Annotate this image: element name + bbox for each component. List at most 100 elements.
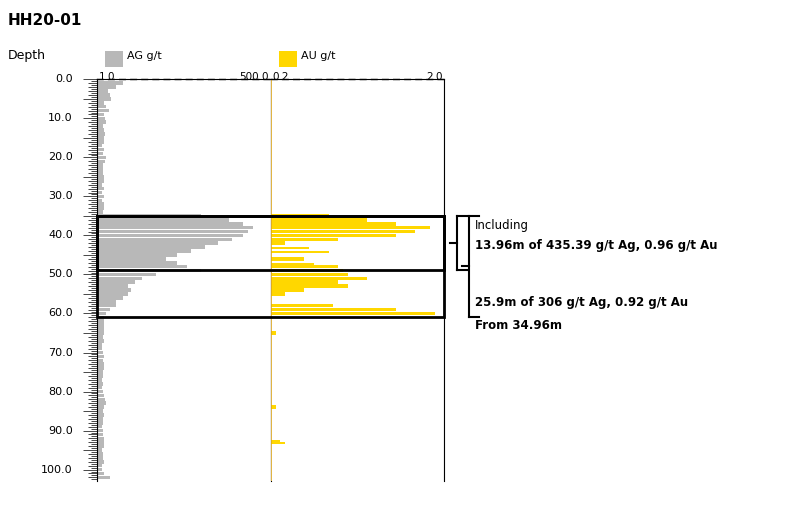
Bar: [97, 187, 103, 190]
Bar: [97, 179, 103, 183]
Bar: [271, 230, 415, 233]
Bar: [97, 327, 104, 331]
Bar: [97, 245, 204, 249]
Bar: [97, 214, 201, 218]
Bar: [97, 238, 233, 241]
Bar: [97, 464, 102, 467]
Bar: [271, 308, 396, 311]
Bar: [97, 167, 103, 171]
Bar: [97, 339, 103, 343]
Bar: [271, 440, 280, 442]
Text: 1.0: 1.0: [99, 72, 115, 82]
Bar: [97, 202, 103, 206]
Bar: [271, 251, 329, 253]
Bar: [271, 214, 329, 218]
Bar: [97, 343, 102, 347]
Bar: [271, 288, 305, 292]
Bar: [97, 312, 107, 315]
Bar: [97, 144, 102, 147]
Text: 25.9m of 306 g/t Ag, 0.92 g/t Au: 25.9m of 306 g/t Ag, 0.92 g/t Au: [475, 295, 688, 309]
Bar: [97, 152, 103, 155]
Bar: [97, 156, 107, 159]
Bar: [271, 222, 396, 225]
Bar: [97, 222, 243, 225]
Bar: [97, 257, 166, 261]
Bar: [271, 312, 435, 315]
Bar: [97, 113, 103, 116]
Bar: [97, 456, 103, 460]
Bar: [97, 460, 103, 463]
Bar: [97, 230, 248, 233]
Bar: [97, 265, 187, 268]
Text: 70.0: 70.0: [48, 348, 73, 357]
Bar: [97, 382, 103, 386]
Bar: [97, 175, 104, 179]
Bar: [97, 160, 105, 163]
Bar: [97, 136, 103, 140]
Text: AU g/t: AU g/t: [301, 51, 335, 61]
Bar: [97, 444, 103, 448]
Bar: [97, 449, 102, 452]
Bar: [97, 300, 116, 304]
Bar: [97, 406, 104, 409]
Bar: [97, 124, 103, 128]
Bar: [97, 308, 110, 311]
Bar: [97, 421, 103, 424]
Bar: [97, 378, 102, 381]
Bar: [97, 335, 103, 339]
Bar: [97, 226, 253, 229]
Bar: [97, 288, 132, 292]
Bar: [97, 362, 103, 366]
Text: Depth: Depth: [8, 49, 46, 61]
Bar: [97, 397, 105, 401]
Bar: [97, 117, 105, 120]
Text: 90.0: 90.0: [48, 425, 73, 436]
Bar: [97, 347, 102, 350]
Bar: [97, 242, 218, 245]
Text: 80.0: 80.0: [48, 387, 73, 396]
Bar: [97, 386, 102, 390]
Text: 13.96m of 435.39 g/t Ag, 0.96 g/t Au: 13.96m of 435.39 g/t Ag, 0.96 g/t Au: [475, 239, 718, 252]
Bar: [97, 331, 103, 335]
Bar: [97, 253, 177, 257]
Bar: [271, 247, 309, 249]
Bar: [97, 472, 103, 475]
Text: AG g/t: AG g/t: [127, 51, 162, 61]
Text: From 34.96m: From 34.96m: [475, 318, 562, 332]
Bar: [97, 476, 110, 479]
Bar: [97, 440, 104, 444]
Bar: [97, 81, 123, 85]
Bar: [271, 406, 276, 409]
Bar: [97, 429, 103, 432]
Bar: [271, 304, 334, 308]
Bar: [97, 199, 102, 202]
Bar: [97, 355, 103, 358]
Bar: [97, 401, 107, 405]
Bar: [271, 265, 339, 268]
Bar: [97, 304, 116, 308]
Bar: [97, 276, 142, 280]
Bar: [97, 249, 191, 253]
Bar: [97, 273, 156, 276]
Bar: [271, 238, 339, 241]
Text: 50.0: 50.0: [48, 269, 73, 280]
Bar: [97, 296, 123, 300]
Bar: [97, 452, 103, 456]
Bar: [97, 324, 103, 327]
Bar: [97, 140, 104, 143]
Bar: [97, 195, 103, 198]
Bar: [271, 292, 285, 296]
Bar: [97, 413, 103, 417]
Bar: [97, 425, 102, 429]
Bar: [97, 281, 135, 284]
Bar: [97, 120, 107, 124]
Text: 20.0: 20.0: [48, 153, 73, 162]
Bar: [271, 442, 285, 444]
Text: 0.2: 0.2: [272, 72, 288, 82]
Bar: [97, 129, 104, 132]
Bar: [97, 284, 128, 288]
Bar: [97, 366, 104, 370]
Bar: [97, 315, 103, 319]
Bar: [97, 210, 103, 214]
Text: 0.0: 0.0: [55, 74, 73, 84]
